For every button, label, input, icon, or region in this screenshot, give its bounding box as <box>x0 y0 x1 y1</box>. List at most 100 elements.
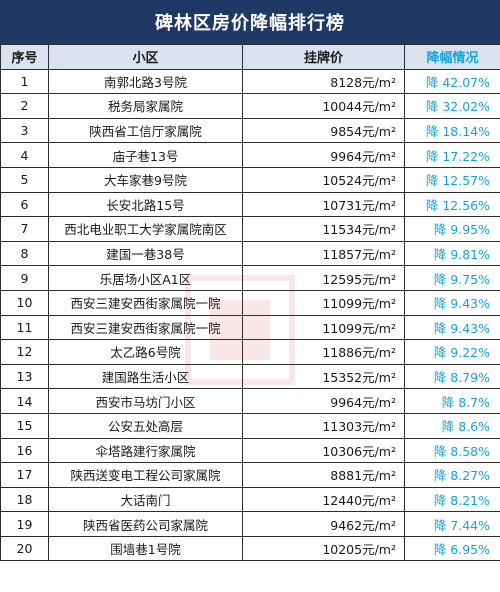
row-listing-price: 11534元/m² <box>242 216 405 242</box>
row-community-name: 西北电业职工大学家属院南区 <box>48 216 243 242</box>
row-decline: 降 18.14% <box>404 117 500 144</box>
table-row: 16 伞塔路建行家属院 10306元/m² 降 8.58% <box>0 437 500 464</box>
row-listing-price: 12595元/m² <box>242 265 405 291</box>
row-index: 15 <box>0 412 49 439</box>
table-row: 9 乐居场小区A1区 12595元/m² 降 9.75% <box>0 265 500 291</box>
row-community-name: 西安三建安西街家属院一院 <box>48 289 243 316</box>
row-listing-price: 11886元/m² <box>242 339 405 365</box>
row-decline: 降 9.22% <box>404 339 500 365</box>
row-community-name: 建国路生活小区 <box>48 363 243 390</box>
row-community-name: 建国一巷38号 <box>48 240 243 267</box>
row-decline: 降 8.27% <box>404 462 500 488</box>
row-index: 3 <box>0 117 49 144</box>
row-listing-price: 9854元/m² <box>242 117 405 144</box>
row-index: 2 <box>0 93 49 119</box>
row-community-name: 太乙路6号院 <box>48 339 243 365</box>
row-index: 1 <box>0 68 49 95</box>
row-listing-price: 8881元/m² <box>242 462 405 488</box>
row-community-name: 乐居场小区A1区 <box>48 265 243 291</box>
row-index: 11 <box>0 314 49 341</box>
row-decline: 降 32.02% <box>404 93 500 119</box>
row-community-name: 西安市马坊门小区 <box>48 388 243 414</box>
row-listing-price: 15352元/m² <box>242 363 405 390</box>
table-row: 15 公安五处高层 11303元/m² 降 8.6% <box>0 412 500 439</box>
row-listing-price: 11857元/m² <box>242 240 405 267</box>
table-row: 18 大话南门 12440元/m² 降 8.21% <box>0 486 500 513</box>
table-row: 6 长安北路15号 10731元/m² 降 12.56% <box>0 191 500 218</box>
row-listing-price: 10731元/m² <box>242 191 405 218</box>
table-row: 11 西安三建安西街家属院一院 11099元/m² 降 9.43% <box>0 314 500 341</box>
table-row: 19 陕西省医药公司家属院 9462元/m² 降 7.44% <box>0 511 500 537</box>
row-decline: 降 9.81% <box>404 240 500 267</box>
table-row: 14 西安市马坊门小区 9964元/m² 降 8.7% <box>0 388 500 414</box>
row-decline: 降 8.58% <box>404 437 500 464</box>
row-listing-price: 11099元/m² <box>242 289 405 316</box>
row-listing-price: 11303元/m² <box>242 412 405 439</box>
row-community-name: 陕西省医药公司家属院 <box>48 511 243 537</box>
row-community-name: 陕西送变电工程公司家属院 <box>48 462 243 488</box>
row-listing-price: 10205元/m² <box>242 535 405 562</box>
header-decline: 降幅情况 <box>404 44 500 70</box>
row-decline: 降 17.22% <box>404 142 500 168</box>
table-row: 5 大车家巷9号院 10524元/m² 降 12.57% <box>0 166 500 193</box>
table-row: 3 陕西省工信厅家属院 9854元/m² 降 18.14% <box>0 117 500 144</box>
row-decline: 降 8.79% <box>404 363 500 390</box>
row-decline: 降 9.43% <box>404 314 500 341</box>
row-index: 8 <box>0 240 49 267</box>
header-index: 序号 <box>0 44 49 70</box>
header-community: 小区 <box>48 44 243 70</box>
table-row: 2 税务局家属院 10044元/m² 降 32.02% <box>0 93 500 119</box>
row-community-name: 伞塔路建行家属院 <box>48 437 243 464</box>
row-index: 7 <box>0 216 49 242</box>
table-row: 1 南郭北路3号院 8128元/m² 降 42.07% <box>0 68 500 95</box>
row-community-name: 南郭北路3号院 <box>48 68 243 95</box>
row-index: 18 <box>0 486 49 513</box>
table-row: 12 太乙路6号院 11886元/m² 降 9.22% <box>0 339 500 365</box>
row-index: 17 <box>0 462 49 488</box>
row-index: 5 <box>0 166 49 193</box>
header-listing-price: 挂牌价 <box>242 44 405 70</box>
table-row: 7 西北电业职工大学家属院南区 11534元/m² 降 9.95% <box>0 216 500 242</box>
row-listing-price: 10306元/m² <box>242 437 405 464</box>
row-index: 20 <box>0 535 49 562</box>
row-decline: 降 9.75% <box>404 265 500 291</box>
row-index: 19 <box>0 511 49 537</box>
row-community-name: 庙子巷13号 <box>48 142 243 168</box>
row-community-name: 长安北路15号 <box>48 191 243 218</box>
row-decline: 降 9.95% <box>404 216 500 242</box>
row-community-name: 西安三建安西街家属院一院 <box>48 314 243 341</box>
row-index: 10 <box>0 289 49 316</box>
table-row: 8 建国一巷38号 11857元/m² 降 9.81% <box>0 240 500 267</box>
row-index: 14 <box>0 388 49 414</box>
page-title: 碑林区房价降幅排行榜 <box>0 0 500 44</box>
row-community-name: 税务局家属院 <box>48 93 243 119</box>
row-decline: 降 8.21% <box>404 486 500 513</box>
row-community-name: 公安五处高层 <box>48 412 243 439</box>
table-row: 10 西安三建安西街家属院一院 11099元/m² 降 9.43% <box>0 289 500 316</box>
row-listing-price: 9964元/m² <box>242 142 405 168</box>
row-listing-price: 9462元/m² <box>242 511 405 537</box>
ranking-table: 序号 小区 挂牌价 降幅情况 1 南郭北路3号院 8128元/m² 降 42.07% 2… <box>0 44 500 562</box>
table-header-row: 序号 小区 挂牌价 降幅情况 <box>0 44 500 70</box>
row-listing-price: 8128元/m² <box>242 68 405 95</box>
row-index: 12 <box>0 339 49 365</box>
row-listing-price: 11099元/m² <box>242 314 405 341</box>
table-row: 17 陕西送变电工程公司家属院 8881元/m² 降 8.27% <box>0 462 500 488</box>
row-index: 16 <box>0 437 49 464</box>
row-index: 13 <box>0 363 49 390</box>
row-community-name: 大话南门 <box>48 486 243 513</box>
row-listing-price: 10524元/m² <box>242 166 405 193</box>
row-community-name: 陕西省工信厅家属院 <box>48 117 243 144</box>
row-decline: 降 42.07% <box>404 68 500 95</box>
row-community-name: 大车家巷9号院 <box>48 166 243 193</box>
row-decline: 降 12.57% <box>404 166 500 193</box>
row-listing-price: 9964元/m² <box>242 388 405 414</box>
table-row: 13 建国路生活小区 15352元/m² 降 8.79% <box>0 363 500 390</box>
row-index: 4 <box>0 142 49 168</box>
row-decline: 降 7.44% <box>404 511 500 537</box>
row-decline: 降 12.56% <box>404 191 500 218</box>
row-index: 6 <box>0 191 49 218</box>
row-listing-price: 10044元/m² <box>242 93 405 119</box>
row-decline: 降 6.95% <box>404 535 500 562</box>
